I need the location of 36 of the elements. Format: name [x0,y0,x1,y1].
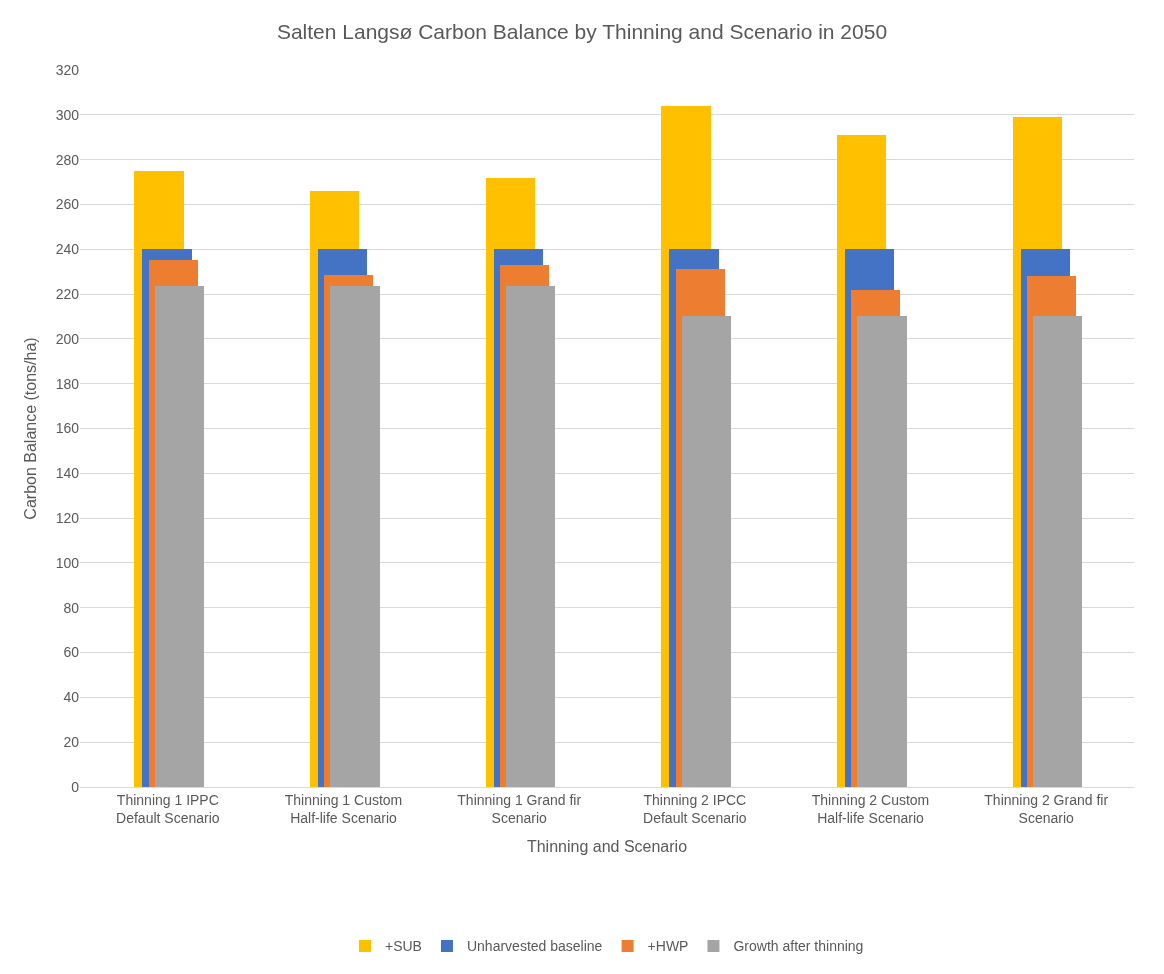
y-tick-label: 120 [55,510,80,527]
x-tick-label: Thinning 1 Grand fir Scenario [457,791,582,826]
y-tick-label: 300 [55,106,80,123]
legend-label: Unharvested baseline [466,938,603,955]
y-tick-label: 240 [55,241,80,258]
y-tick-label: 100 [55,554,80,571]
bar [155,286,204,787]
y-tick-label: 0 [71,778,80,795]
y-tick-label: 260 [55,196,80,213]
x-tick-label: Thinning 1 IPPC Default Scenario [116,791,220,826]
y-tick-label: 40 [63,689,80,706]
x-tick-label: Thinning 2 Grand fir Scenario [984,791,1109,826]
bar [506,286,555,787]
bar [1033,316,1082,787]
y-tick-label: 180 [55,375,80,392]
bar [682,316,731,787]
y-tick-label: 200 [55,330,80,347]
chart-title: Salten Langsø Carbon Balance by Thinning and Scenario in 2050 [276,20,888,44]
y-axis-title: Carbon Balance (tons/ha) [21,337,39,520]
y-tick-label: 80 [63,599,80,616]
y-tick-label: 60 [63,644,80,661]
y-tick-label: 20 [63,734,80,751]
y-tick-label: 160 [55,420,80,437]
legend-label: +SUB [385,938,422,955]
y-tick-label: 140 [55,465,80,482]
y-tick-label: 220 [55,285,80,302]
x-tick-label: Thinning 2 Custom Half-life Scenario [811,791,930,826]
legend-label: +HWP [647,938,689,955]
x-axis-title: Thinning and Scenario [526,837,688,855]
y-tick-label: 280 [55,151,80,168]
bar [857,316,907,787]
x-tick-label: Thinning 2 IPCC Default Scenario [643,791,747,826]
bar [330,286,380,787]
x-tick-label: Thinning 1 Custom Half-life Scenario [284,791,403,826]
legend-label: Growth after thinning [733,938,864,955]
y-tick-label: 320 [55,61,80,78]
